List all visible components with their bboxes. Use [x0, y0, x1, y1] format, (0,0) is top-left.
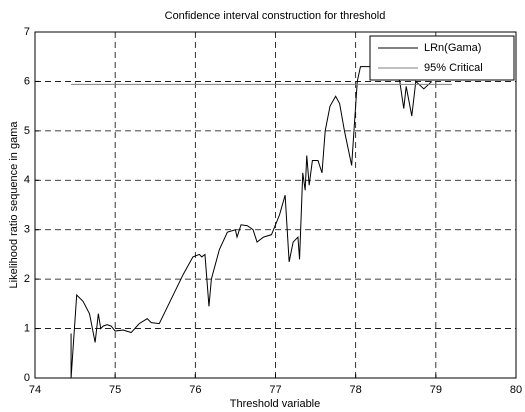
x-tick-label: 75 [109, 384, 121, 396]
y-tick-label: 7 [24, 26, 30, 38]
chart-title: Confidence interval construction for thr… [165, 10, 386, 22]
y-axis-label: Likelihood ratio sequence in gama [8, 121, 20, 289]
x-axis-label: Threshold variable [230, 398, 321, 410]
x-tick-label: 76 [189, 384, 201, 396]
x-tick-label: 80 [510, 384, 522, 396]
plot-frame [34, 31, 517, 379]
y-tick-label: 4 [24, 174, 30, 186]
legend-label: 95% Critical [424, 62, 483, 74]
y-tick-label: 1 [24, 322, 30, 334]
x-tick-label: 77 [269, 384, 281, 396]
legend-label: LRn(Gama) [424, 42, 481, 54]
data-line [70, 66, 433, 379]
y-tick-label: 5 [24, 125, 30, 137]
y-tick-label: 0 [24, 372, 30, 384]
y-tick-label: 6 [24, 75, 30, 87]
x-tick-label: 79 [430, 384, 442, 396]
y-tick-label: 3 [24, 224, 30, 236]
y-tick-label: 2 [24, 273, 30, 285]
x-tick-label: 78 [350, 384, 362, 396]
legend-box [369, 35, 515, 81]
x-tick-label: 74 [29, 384, 41, 396]
